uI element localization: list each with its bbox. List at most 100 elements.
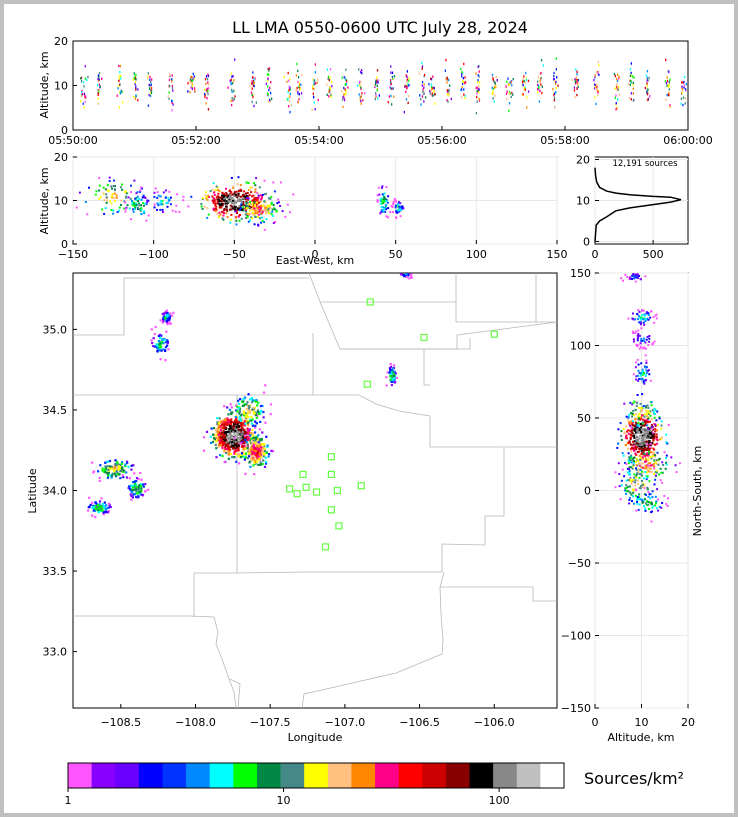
station-marker [302, 483, 310, 491]
east-west-xtick: 0 [312, 248, 319, 261]
altitude-histogram-panel: 0 500 0 10 20 12,191 sources [576, 153, 689, 261]
north-south-xlabel: Altitude, km [607, 731, 674, 744]
plan-view-cluster [159, 309, 175, 326]
colorbar-swatch [138, 763, 163, 788]
time-height-flash [536, 59, 544, 103]
east-west-cluster [389, 198, 405, 219]
colorbar-tick: 100 [489, 794, 510, 807]
colorbar-frame [67, 762, 565, 789]
colorbar-swatch [280, 763, 305, 788]
time-height-xtick: 05:56:00 [417, 134, 466, 147]
east-west-xtick: −50 [223, 248, 246, 261]
colorbar-swatch [540, 763, 565, 788]
figure-frame: LL LMA 0550-0600 UTC July 28, 2024 05:50… [4, 4, 734, 813]
east-west-ytick: 0 [61, 238, 68, 251]
east-west-cluster [124, 186, 156, 222]
histogram-ytick: 10 [576, 195, 590, 208]
north-south-ytick: 0 [584, 485, 591, 498]
histogram-annotation: 12,191 sources [612, 159, 678, 169]
time-height-ylabel: Altitude, km [38, 51, 51, 118]
time-height-flash [227, 58, 236, 107]
time-height-flash [97, 72, 103, 105]
station-marker [333, 486, 341, 495]
time-height-frame [72, 40, 689, 131]
histogram-line [594, 167, 682, 242]
time-height-flash [147, 72, 153, 107]
plan-view-xtick: −106.5 [399, 716, 440, 729]
north-south-cluster [620, 273, 647, 283]
time-height-flash [283, 71, 292, 114]
plan-view-cluster [399, 273, 413, 280]
north-south-ytick: 150 [570, 267, 591, 280]
north-south-cluster [632, 354, 652, 385]
plan-view-xtick: −108.0 [175, 716, 216, 729]
time-height-flash [116, 64, 124, 109]
east-west-cluster [147, 187, 185, 217]
time-height-flash [491, 73, 498, 103]
time-height-flash [295, 62, 303, 104]
time-height-flash [644, 70, 651, 102]
colorbar-tick: 10 [277, 794, 291, 807]
time-height-panel: 05:50:00 05:52:00 05:54:00 05:56:00 05:58:00… [38, 35, 713, 147]
north-south-cluster [628, 487, 669, 523]
station-marker [286, 485, 294, 493]
time-height-flash [613, 72, 621, 111]
time-height-ytick: 20 [54, 35, 68, 48]
colorbar-swatch [68, 763, 92, 788]
time-height-flash [505, 77, 514, 112]
time-height-flash [203, 73, 210, 111]
plan-view-ytick: 33.5 [43, 565, 68, 578]
north-south-xtick: 20 [681, 716, 695, 729]
plan-view-ytick: 35.0 [43, 323, 68, 336]
plan-view-ytick: 33.0 [43, 646, 68, 659]
time-height-flash [311, 63, 319, 111]
colorbar-swatch [186, 763, 211, 788]
colorbar: 1 10 100 Sources/km² [65, 762, 684, 807]
north-south-ytick: −50 [568, 557, 591, 570]
histogram-ytick: 0 [583, 236, 590, 249]
histogram-xtick: 500 [643, 248, 664, 261]
colorbar-swatch [445, 763, 470, 788]
plan-view-cluster [87, 496, 112, 519]
time-height-flash [475, 65, 481, 115]
colorbar-swatch [304, 763, 329, 788]
east-west-cluster [234, 191, 292, 231]
plan-view-ytick: 34.5 [43, 404, 68, 417]
station-marker [420, 333, 428, 341]
time-height-flash [460, 62, 467, 100]
east-west-xlabel: East-West, km [276, 254, 354, 267]
time-height-ytick: 0 [61, 124, 68, 137]
colorbar-swatch [327, 763, 352, 788]
east-west-cluster [376, 185, 390, 219]
station-marker [363, 380, 371, 388]
time-height-flash [428, 75, 436, 105]
north-south-cluster [614, 443, 681, 484]
east-west-xtick: −150 [58, 248, 88, 261]
north-south-ylabel: North-South, km [691, 446, 704, 537]
time-height-flash [403, 70, 410, 114]
colorbar-swatch [516, 763, 541, 788]
colorbar-swatch [209, 763, 234, 788]
colorbar-swatch [351, 763, 376, 788]
station-marker [335, 522, 343, 530]
figure-title: LL LMA 0550-0600 UTC July 28, 2024 [232, 18, 528, 37]
plan-view-cluster [385, 362, 398, 387]
station-marker [357, 482, 365, 490]
time-height-flash [418, 61, 427, 106]
north-south-ytick: −150 [561, 702, 591, 715]
time-height-xtick: 05:58:00 [540, 134, 589, 147]
station-marker [327, 453, 335, 461]
colorbar-swatch [469, 763, 494, 788]
east-west-xtick: 150 [547, 248, 568, 261]
plan-view-xtick: −108.5 [100, 716, 141, 729]
colorbar-swatch [256, 763, 281, 788]
north-south-ytick: −100 [561, 630, 591, 643]
station-marker [490, 330, 498, 338]
plan-view-xtick: −107.5 [250, 716, 291, 729]
colorbar-swatch [422, 763, 447, 788]
north-south-ytick: 100 [570, 340, 591, 353]
plan-view-cluster [233, 426, 275, 476]
colorbar-swatch [398, 763, 423, 788]
east-west-ytick: 10 [54, 195, 68, 208]
time-height-flash [357, 68, 366, 105]
